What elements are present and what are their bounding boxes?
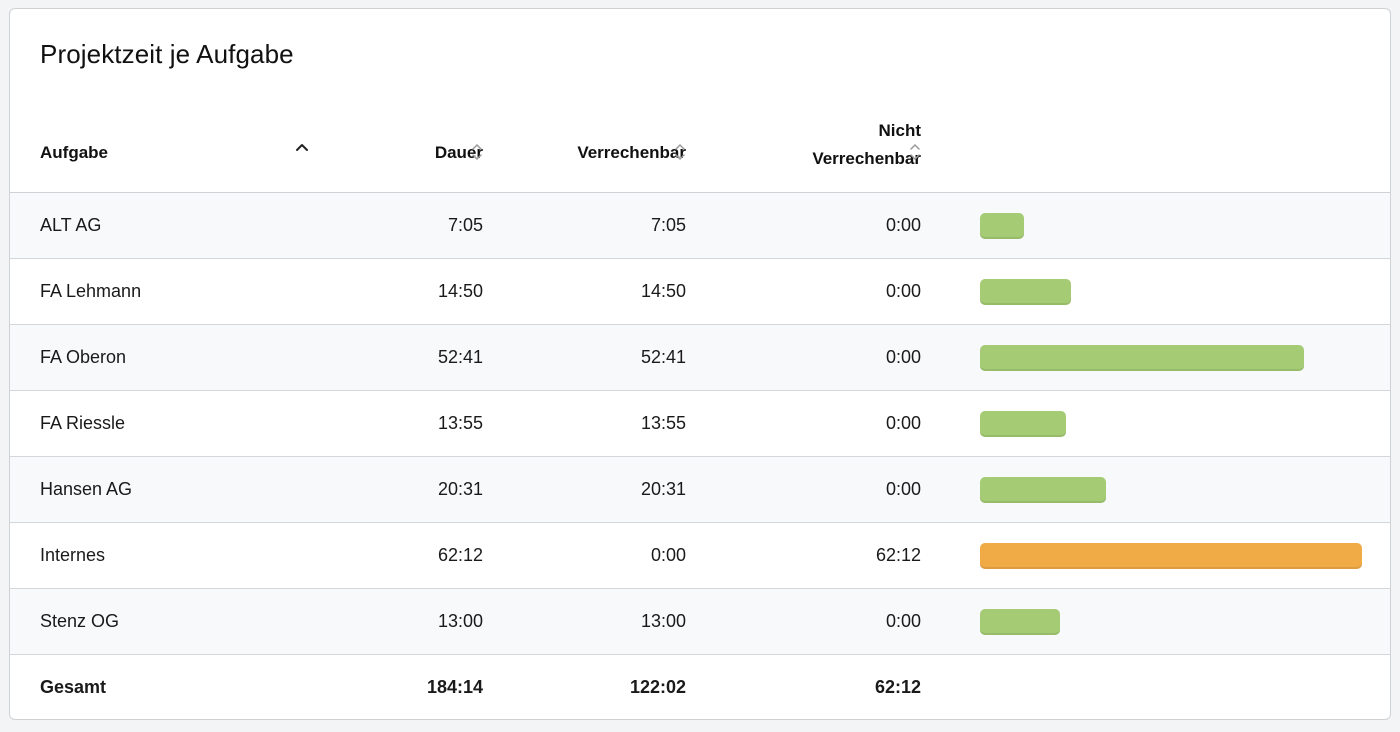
sort-ascending-icon[interactable]: [292, 137, 312, 157]
task-cell: FA Oberon: [40, 347, 127, 367]
column-header-nonbillable[interactable]: Nicht Verrechenbar: [812, 117, 921, 173]
sort-toggle-icon[interactable]: [673, 141, 687, 163]
nonbillable-cell: 0:00: [885, 611, 921, 631]
task-cell: FA Lehmann: [40, 281, 142, 301]
task-cell: Stenz OG: [40, 611, 120, 631]
table-row[interactable]: ALT AG 7:05 7:05 0:00: [10, 193, 1390, 259]
column-header-nonbillable-line2: Verrechenbar: [812, 149, 921, 168]
column-header-task[interactable]: Aufgabe: [40, 143, 108, 162]
billable-cell: 13:00: [640, 611, 686, 631]
table-row[interactable]: Internes 62:12 0:00 62:12: [10, 523, 1390, 589]
sort-toggle-icon[interactable]: [908, 141, 922, 163]
card-title: Projektzeit je Aufgabe: [40, 39, 294, 69]
duration-bar: [980, 411, 1066, 437]
duration-cell: 52:41: [437, 347, 483, 367]
duration-bar: [980, 543, 1362, 569]
duration-bar: [980, 477, 1106, 503]
duration-cell: 62:12: [437, 545, 483, 565]
column-header-billable[interactable]: Verrechenbar: [577, 143, 686, 162]
duration-cell: 14:50: [437, 281, 483, 301]
table-row[interactable]: FA Oberon 52:41 52:41 0:00: [10, 325, 1390, 391]
billable-cell: 13:55: [640, 413, 686, 433]
nonbillable-cell: 62:12: [875, 545, 921, 565]
duration-bar: [980, 609, 1060, 635]
nonbillable-cell: 0:00: [885, 281, 921, 301]
duration-bar: [980, 279, 1071, 305]
table-row[interactable]: Stenz OG 13:00 13:00 0:00: [10, 589, 1390, 655]
billable-cell: 20:31: [640, 479, 686, 499]
billable-cell: 7:05: [650, 215, 686, 235]
billable-cell: 14:50: [640, 281, 686, 301]
total-nonbillable: 62:12: [874, 677, 921, 697]
column-header-duration[interactable]: Dauer: [434, 143, 483, 162]
table-row[interactable]: Hansen AG 20:31 20:31 0:00: [10, 457, 1390, 523]
task-cell: Hansen AG: [40, 479, 133, 499]
task-cell: ALT AG: [40, 215, 102, 235]
column-header-nonbillable-line1: Nicht: [878, 121, 922, 140]
duration-cell: 13:00: [437, 611, 483, 631]
table-body: ALT AG 7:05 7:05 0:00 FA Lehmann 14:50 1…: [10, 193, 1390, 655]
task-cell: FA Riessle: [40, 413, 126, 433]
table-row[interactable]: FA Lehmann 14:50 14:50 0:00: [10, 259, 1390, 325]
duration-cell: 7:05: [447, 215, 483, 235]
table-row[interactable]: FA Riessle 13:55 13:55 0:00: [10, 391, 1390, 457]
nonbillable-cell: 0:00: [885, 413, 921, 433]
duration-cell: 20:31: [437, 479, 483, 499]
duration-bar: [980, 345, 1304, 371]
total-row: Gesamt 184:14 122:02 62:12: [10, 655, 1390, 719]
total-billable: 122:02: [629, 677, 686, 697]
nonbillable-cell: 0:00: [885, 215, 921, 235]
billable-cell: 0:00: [650, 545, 686, 565]
nonbillable-cell: 0:00: [885, 347, 921, 367]
nonbillable-cell: 0:00: [885, 479, 921, 499]
total-duration: 184:14: [426, 677, 483, 697]
sort-toggle-icon[interactable]: [470, 141, 484, 163]
total-label: Gesamt: [40, 677, 107, 697]
project-time-card: Projektzeit je Aufgabe Aufgabe Dauer Ver…: [9, 8, 1391, 720]
duration-cell: 13:55: [437, 413, 483, 433]
duration-bar: [980, 213, 1024, 239]
table-header: Aufgabe Dauer Verrechenbar Nicht Verrech…: [10, 105, 1390, 193]
billable-cell: 52:41: [640, 347, 686, 367]
task-cell: Internes: [40, 545, 106, 565]
